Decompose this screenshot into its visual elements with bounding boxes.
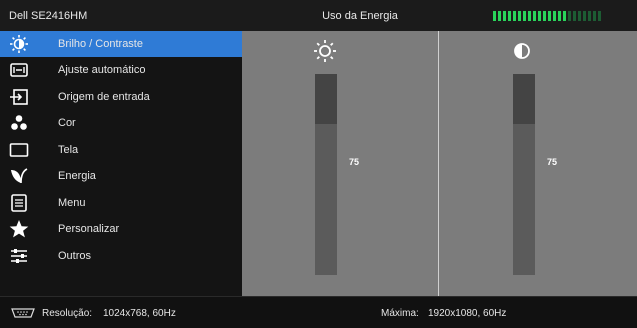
- contrast-icon: [514, 43, 530, 59]
- energy-meter-segment: [553, 11, 556, 21]
- energy-meter-segment: [503, 11, 506, 21]
- energy-meter-segment: [513, 11, 516, 21]
- energy-meter-segment: [588, 11, 591, 21]
- energy-meter-segment: [533, 11, 536, 21]
- vga-cable-icon: [11, 308, 35, 318]
- energy-meter-segment: [573, 11, 576, 21]
- brightness-contrast-icon: [10, 35, 28, 53]
- menu-item-label: Menu: [58, 197, 86, 209]
- status-bar: Resolução: 1024x768, 60Hz Máxima: 1920x1…: [0, 296, 637, 328]
- energy-meter-segment: [568, 11, 571, 21]
- energy-meter-segment: [583, 11, 586, 21]
- color-icon: [11, 115, 27, 130]
- energy-usage-meter: [493, 11, 603, 21]
- menu-item-display[interactable]: Tela: [0, 137, 242, 163]
- title-bar: Dell SE2416HM Uso da Energia: [0, 0, 637, 32]
- menu-item-label: Personalizar: [58, 223, 120, 235]
- contrast-slider[interactable]: [513, 74, 535, 275]
- resolution-label: Resolução:: [42, 308, 93, 319]
- menu-item-color[interactable]: Cor: [0, 110, 242, 136]
- menu-item-brightness-contrast[interactable]: Brilho / Contraste: [0, 31, 242, 57]
- energy-meter-segment: [548, 11, 551, 21]
- energy-meter-segment: [538, 11, 541, 21]
- menu-item-label: Brilho / Contraste: [58, 38, 143, 50]
- contrast-value: 75: [547, 157, 558, 167]
- energy-meter-segment: [523, 11, 526, 21]
- energy-meter-segment: [498, 11, 501, 21]
- menu-item-label: Outros: [58, 250, 92, 262]
- menu-item-label: Origem de entrada: [58, 91, 150, 103]
- energy-meter-segment: [558, 11, 561, 21]
- sun-icon: [314, 40, 336, 62]
- energy-meter-segment: [493, 11, 496, 21]
- menu-item-input-source[interactable]: Origem de entrada: [0, 84, 242, 110]
- menu-icon: [11, 194, 27, 212]
- panel-divider: [438, 31, 439, 296]
- menu-item-label: Cor: [58, 117, 76, 129]
- others-sliders-icon: [11, 249, 27, 263]
- auto-adjust-icon: [10, 63, 28, 77]
- menu-item-energy[interactable]: Energia: [0, 163, 242, 189]
- menu-item-label: Tela: [58, 144, 79, 156]
- energy-meter-segment: [578, 11, 581, 21]
- energy-meter-segment: [563, 11, 566, 21]
- menu-item-label: Energia: [58, 170, 96, 182]
- input-source-icon: [10, 89, 28, 105]
- energy-meter-segment: [518, 11, 521, 21]
- menu-item-auto-adjust[interactable]: Ajuste automático: [0, 57, 242, 83]
- display-icon: [9, 143, 29, 157]
- max-resolution-value: 1920x1080, 60Hz: [428, 308, 507, 319]
- max-resolution-label: Máxima:: [381, 308, 419, 319]
- contrast-panel: 75: [439, 31, 637, 296]
- brightness-panel: 75: [242, 31, 438, 296]
- energy-usage-label: Uso da Energia: [322, 10, 398, 22]
- contrast-slider-fill: [513, 124, 535, 275]
- menu-item-label: Ajuste automático: [58, 64, 146, 76]
- brightness-slider-fill: [315, 124, 337, 275]
- star-icon: [9, 220, 29, 238]
- energy-icon: [11, 168, 28, 184]
- energy-meter-segment: [528, 11, 531, 21]
- menu-item-personalize[interactable]: Personalizar: [0, 216, 242, 242]
- energy-meter-segment: [598, 11, 601, 21]
- menu-item-others[interactable]: Outros: [0, 243, 242, 269]
- resolution-value: 1024x768, 60Hz: [103, 308, 176, 319]
- monitor-model: Dell SE2416HM: [9, 10, 88, 22]
- energy-meter-segment: [508, 11, 511, 21]
- brightness-slider[interactable]: [315, 74, 337, 275]
- brightness-value: 75: [349, 157, 360, 167]
- energy-meter-segment: [593, 11, 596, 21]
- energy-meter-segment: [543, 11, 546, 21]
- menu-item-menu[interactable]: Menu: [0, 190, 242, 216]
- main-menu: Brilho / Contraste Ajuste automático Ori…: [0, 31, 242, 296]
